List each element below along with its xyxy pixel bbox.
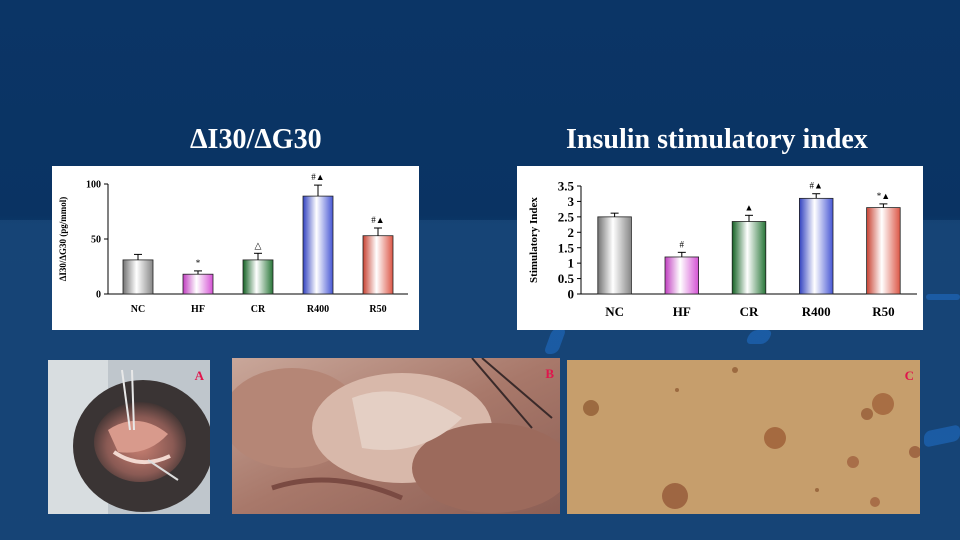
bar-hf bbox=[182, 273, 214, 295]
bar-cr bbox=[242, 259, 274, 295]
significance-marker-hf: * bbox=[196, 258, 201, 268]
photo-label-c: C bbox=[904, 368, 914, 383]
bar-nc bbox=[122, 259, 154, 295]
chart-panel-left: 0 50 100 ΔI30/ΔG30 (pg/mmol) NC * HF △ CR #▲ R400 #… bbox=[52, 166, 419, 330]
x-tick-label-r400: R400 bbox=[802, 304, 831, 319]
bar-hf bbox=[664, 256, 699, 295]
islet-microscopy-image bbox=[567, 360, 920, 514]
left-chart-title: ΔI30/ΔG30 bbox=[190, 124, 322, 155]
x-tick-label-cr: CR bbox=[740, 304, 759, 319]
x-tick-label-cr: CR bbox=[251, 304, 266, 315]
y-tick-label: 100 bbox=[86, 180, 101, 191]
x-tick-label-hf: HF bbox=[191, 304, 205, 315]
chart-svg-right: 00.511.522.533.5 Stimulatory Index NC # HF ▲ C… bbox=[528, 179, 917, 319]
significance-marker-r50: #▲ bbox=[371, 215, 384, 225]
y-axis-label: ΔI30/ΔG30 (pg/mmol) bbox=[58, 197, 68, 282]
bar-r400 bbox=[798, 197, 834, 295]
significance-marker-r50: *▲ bbox=[877, 191, 890, 201]
x-tick-label-r50: R50 bbox=[872, 304, 894, 319]
x-tick-label-r400: R400 bbox=[307, 304, 329, 315]
dissected-rat-image bbox=[48, 360, 210, 514]
bar-nc bbox=[597, 216, 632, 295]
y-tick-label: 2.5 bbox=[558, 209, 575, 224]
chart-svg-left: 0 50 100 ΔI30/ΔG30 (pg/mmol) NC * HF △ CR #▲ R400 #… bbox=[58, 172, 408, 315]
photo-b: B bbox=[232, 358, 560, 514]
photo-c: C bbox=[567, 360, 920, 514]
y-tick-label: 3 bbox=[568, 194, 575, 209]
bar-r50 bbox=[362, 235, 394, 295]
significance-marker-r400: #▲ bbox=[311, 172, 324, 182]
y-tick-label: 0 bbox=[96, 290, 101, 301]
y-tick-label: 1.5 bbox=[558, 240, 575, 255]
bar-r50 bbox=[866, 207, 901, 295]
x-tick-label-nc: NC bbox=[131, 304, 145, 315]
x-tick-label-nc: NC bbox=[605, 304, 624, 319]
photo-label-b: B bbox=[545, 366, 554, 381]
x-tick-label-hf: HF bbox=[673, 304, 691, 319]
y-tick-label: 1 bbox=[568, 256, 575, 271]
significance-marker-r400: #▲ bbox=[809, 181, 822, 191]
bar-cr bbox=[731, 221, 767, 295]
x-tick-label-r50: R50 bbox=[369, 304, 386, 315]
chart-panel-right: 0 0.5 1 1.5 2 2.5 3 3.5 Stimulatory Index NC # HF ▲ C… bbox=[517, 166, 923, 330]
y-tick-label: 2 bbox=[568, 225, 575, 240]
photo-label-a: A bbox=[194, 368, 204, 383]
decorative-swoosh-3 bbox=[926, 294, 960, 300]
bar-r400 bbox=[302, 195, 334, 295]
significance-marker-cr: ▲ bbox=[745, 202, 754, 212]
y-tick-label: 0 bbox=[568, 287, 575, 302]
y-tick-label: 0.5 bbox=[558, 271, 575, 286]
y-tick-label: 50 bbox=[91, 235, 101, 246]
y-tick-label: 3.5 bbox=[558, 179, 575, 194]
y-axis-label: Stimulatory Index bbox=[528, 197, 540, 283]
right-chart-title: Insulin stimulatory index bbox=[566, 124, 868, 155]
pancreas-tissue-image bbox=[232, 358, 560, 514]
photo-a: A bbox=[48, 360, 210, 514]
significance-marker-hf: # bbox=[680, 239, 685, 249]
significance-marker-cr: △ bbox=[255, 240, 262, 250]
